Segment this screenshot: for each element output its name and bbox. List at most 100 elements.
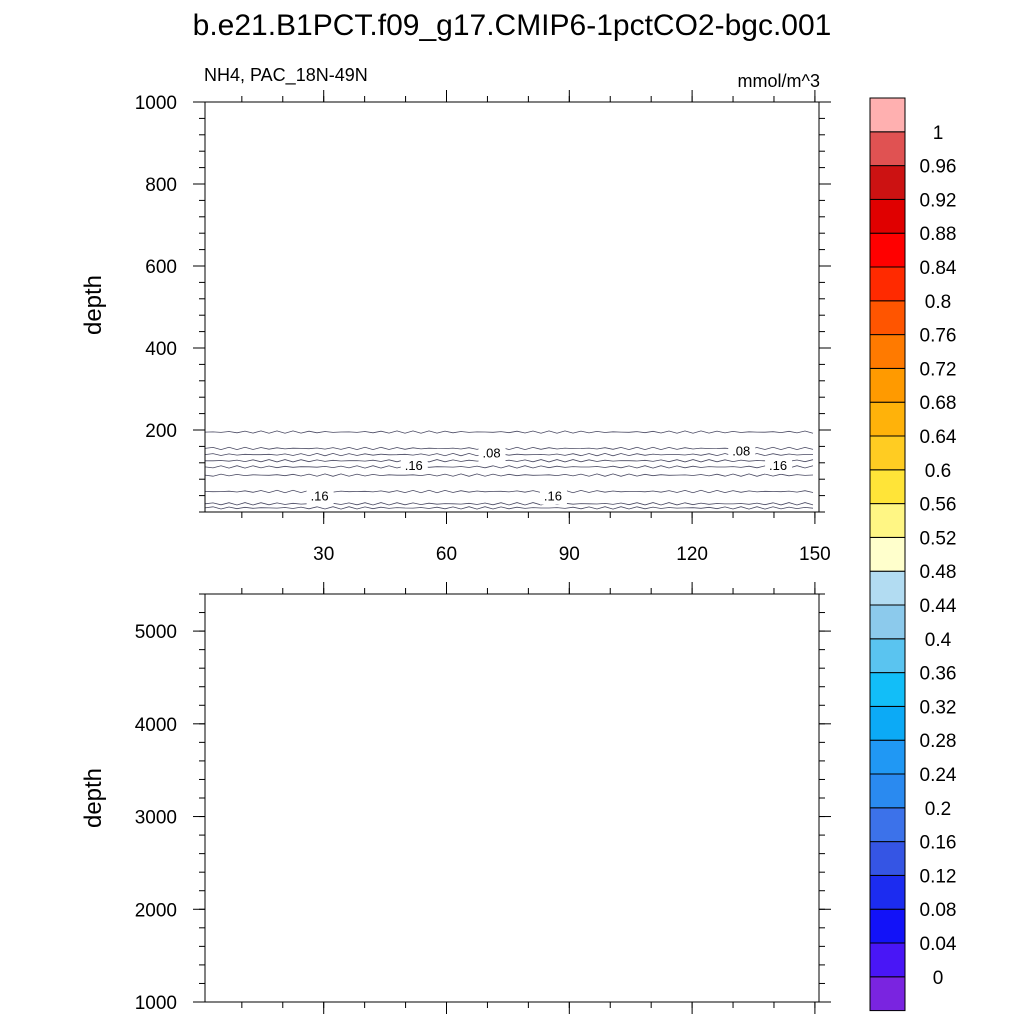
colorbar-label: 0.6 (925, 461, 951, 482)
colorbar-swatch (869, 739, 906, 775)
colorbar-label: 0.8 (925, 292, 951, 313)
contour-label-box (539, 486, 567, 505)
colorbar-swatch (869, 503, 906, 538)
contour-line (204, 452, 813, 457)
colorbar-label: 0.36 (920, 664, 957, 685)
colorbar-swatch (869, 705, 906, 741)
colorbar-label: 0.84 (920, 258, 957, 279)
y-tick-label: 1000 (135, 993, 177, 1014)
colorbar-label: 0.16 (920, 833, 957, 854)
y-tick-label: 800 (145, 175, 177, 196)
colorbar-label: 0.68 (920, 393, 957, 414)
y-tick-label: 400 (145, 339, 177, 360)
contour-line (205, 459, 814, 463)
colorbar-swatch (869, 266, 906, 302)
colorbar-label: 1 (933, 123, 944, 144)
variable-region-label: NH4, PAC_18N-49N (204, 65, 368, 86)
x-tick-label: 30 (313, 544, 334, 565)
contour-label: .16 (311, 489, 329, 504)
colorbar-swatch (869, 773, 906, 809)
x-tick-label: 150 (799, 544, 831, 565)
colorbar-label: 0.92 (920, 190, 957, 211)
plot-frame (204, 593, 820, 1003)
contour-label-box (478, 443, 506, 462)
colorbar-swatch (869, 976, 906, 1012)
colorbar-swatch (869, 401, 906, 437)
colorbar-label: 0.08 (920, 900, 957, 921)
colorbar-swatch (869, 570, 906, 606)
y-tick-label: 2000 (135, 900, 177, 921)
colorbar-swatch (869, 435, 906, 471)
colorbar-label: 0.28 (920, 731, 957, 752)
colorbar-label: 0.44 (920, 596, 957, 617)
colorbar-label: 0.96 (920, 157, 957, 178)
colorbar-swatch (869, 638, 906, 674)
y-tick-label: 1000 (135, 93, 177, 114)
colorbar-label: 0.56 (920, 495, 957, 516)
contour-label: .08 (482, 446, 500, 461)
contour-line (204, 502, 814, 506)
contour-line (204, 430, 814, 434)
contour-label-box (400, 455, 428, 474)
contour-label-box (765, 455, 793, 474)
colorbar-swatch (869, 536, 906, 572)
colorbar-swatch (869, 97, 906, 133)
figure-title: b.e21.B1PCT.f09_g17.CMIP6-1pctCO2-bgc.00… (193, 9, 832, 42)
colorbar-swatch (869, 604, 906, 640)
colorbar-swatch (869, 908, 906, 944)
upper-panel: .16 .16 .16 .16 .08 .08 200 400 600 800 1000 30 60 90… (80, 90, 831, 565)
contour-line (204, 465, 814, 469)
x-tick-label: 90 (559, 544, 580, 565)
colorbar-swatch (869, 300, 906, 336)
contour-line (204, 473, 814, 477)
colorbar-swatch (869, 469, 906, 505)
colorbar-swatch (869, 807, 906, 843)
lower-panel: 1000 2000 3000 4000 5000 depth (80, 582, 831, 1014)
colorbar-swatch (869, 232, 906, 268)
y-tick-label: 4000 (135, 715, 177, 736)
x-tick-label: 60 (436, 544, 457, 565)
y-axis-label: depth (80, 275, 107, 335)
colorbar-swatch (869, 367, 906, 403)
colorbar-swatch (869, 672, 906, 707)
colorbar-label: 0.12 (920, 866, 957, 887)
colorbar-label: 0.2 (925, 799, 951, 820)
colorbar-label: 0.32 (920, 697, 957, 718)
units-label: mmol/m^3 (738, 71, 820, 91)
y-tick-label: 600 (145, 257, 177, 278)
contour-line (204, 506, 814, 510)
contour-label: .08 (732, 444, 750, 459)
colorbar-label: 0 (933, 968, 944, 989)
colorbar-label: 0.4 (925, 630, 952, 651)
y-axis-label: depth (80, 768, 107, 828)
contour-label: .16 (769, 458, 787, 473)
colorbar-swatch (869, 841, 906, 876)
colorbar-label: 0.24 (920, 765, 957, 786)
contour-label-box (728, 441, 756, 460)
colorbar-label: 0.76 (920, 326, 957, 347)
contour-line (204, 489, 814, 494)
y-tick-label: 200 (145, 421, 177, 442)
contour-label: .16 (544, 489, 562, 504)
colorbar-swatch (869, 165, 906, 200)
y-tick-label: 3000 (135, 808, 177, 829)
colorbar-swatch (869, 131, 906, 167)
colorbar-swatch (869, 874, 906, 910)
colorbar-swatch (869, 198, 906, 234)
contour-label: .16 (405, 458, 423, 473)
colorbar-label: 0.52 (920, 528, 957, 549)
contour-line (204, 446, 814, 451)
colorbar-swatch (869, 334, 906, 369)
contour-label-box (306, 486, 334, 505)
colorbar-label: 0.48 (920, 562, 957, 583)
y-tick-label: 5000 (135, 622, 177, 643)
x-tick-label: 120 (676, 544, 708, 565)
colorbar-label: 0.64 (920, 427, 957, 448)
plot-frame (204, 101, 820, 513)
colorbar-label: 0.72 (920, 359, 957, 380)
colorbar-swatch (869, 942, 906, 978)
colorbar: 0 0.04 0.08 0.12 0.16 0.2 0.24 0.28 0.32 0.36 0.4 0… (869, 97, 957, 1012)
colorbar-label: 0.88 (920, 224, 957, 245)
colorbar-label: 0.04 (920, 934, 957, 955)
